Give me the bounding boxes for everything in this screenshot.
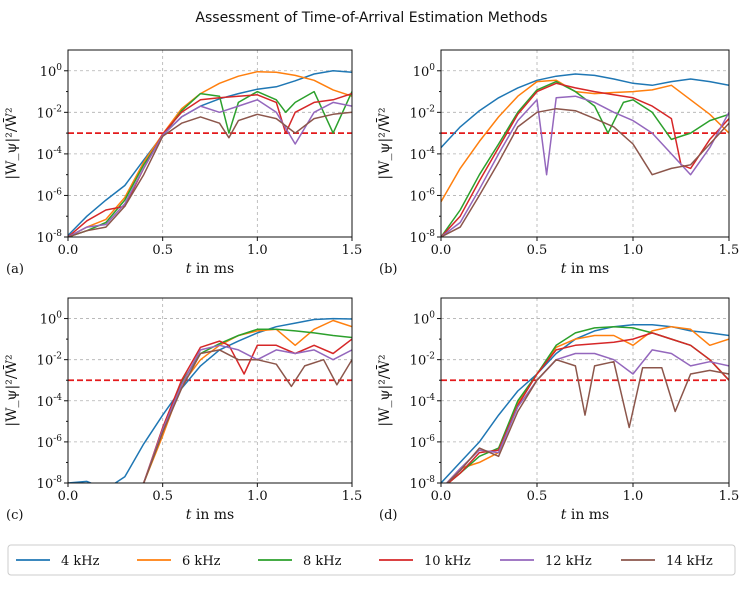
legend-label: 6 kHz xyxy=(182,554,221,569)
series-line-8-khz xyxy=(68,90,352,237)
series-line-12-khz xyxy=(445,349,729,483)
y-tick-label: 100 xyxy=(413,311,436,328)
x-tick-label: 0.5 xyxy=(527,489,548,504)
panel-1: 0.0 0.5 1.0 1.5 10-8 10-6 10-4 10-2 100 t in ms |W… xyxy=(2,49,363,277)
series-line-4-khz xyxy=(441,73,729,149)
x-tick-label: 1.5 xyxy=(342,243,363,258)
series-line-8-khz xyxy=(68,328,352,483)
y-tick-label: 10-2 xyxy=(37,352,62,369)
y-axis-label: |W_ψ|²/W̄² xyxy=(375,354,393,426)
series-line-4-khz xyxy=(441,323,729,483)
x-tick-label: 1.5 xyxy=(719,489,740,504)
x-tick-label: 1.5 xyxy=(342,489,363,504)
series-line-10-khz xyxy=(68,338,352,483)
y-tick-label: 10-8 xyxy=(37,229,63,246)
figure-title: Assessment of Time-of-Arrival Estimation… xyxy=(195,10,547,26)
y-tick-label: 10-4 xyxy=(410,393,436,410)
y-tick-label: 10-2 xyxy=(410,104,435,121)
y-tick-label: 100 xyxy=(40,63,63,80)
panel-label: (d) xyxy=(379,508,397,523)
y-axis-label: |W_ψ|²/W̄² xyxy=(2,354,20,426)
y-axis-label: |W_ψ|²/W̄² xyxy=(2,107,20,179)
axes-frame xyxy=(440,49,730,238)
series-line-12-khz xyxy=(441,95,729,237)
y-tick-label: 10-6 xyxy=(37,434,63,451)
series-line-14-khz xyxy=(446,358,729,483)
x-tick-label: 1.0 xyxy=(247,489,268,504)
series-line-4-khz xyxy=(68,317,352,483)
legend-frame xyxy=(7,544,736,576)
y-tick-label: 100 xyxy=(413,63,436,80)
legend-label: 10 kHz xyxy=(424,554,471,569)
x-tick-label: 1.0 xyxy=(623,243,644,258)
series-line-10-khz xyxy=(447,332,729,483)
series-line-6-khz xyxy=(68,70,352,237)
legend-label: 8 kHz xyxy=(303,554,342,569)
x-tick-label: 0.5 xyxy=(152,489,173,504)
x-tick-label: 0.0 xyxy=(58,243,79,258)
panel-2: 0.0 0.5 1.0 1.5 10-8 10-6 10-4 10-2 100 t in ms |W… xyxy=(375,49,740,277)
x-tick-label: 0.0 xyxy=(431,489,452,504)
series-group xyxy=(441,323,729,483)
y-tick-label: 10-8 xyxy=(410,475,436,492)
y-tick-label: 10-4 xyxy=(37,393,63,410)
series-line-14-khz xyxy=(68,111,352,237)
x-axis-label: t in ms xyxy=(186,261,235,277)
panel-label: (a) xyxy=(6,262,24,277)
series-line-6-khz xyxy=(68,319,352,483)
panel-3: 0.0 0.5 1.0 1.5 10-8 10-6 10-4 10-2 100 t in ms |W… xyxy=(2,297,363,523)
y-tick-label: 10-6 xyxy=(410,434,436,451)
panel-4: 0.0 0.5 1.0 1.5 10-8 10-6 10-4 10-2 100 t in ms |W… xyxy=(375,297,740,523)
series-line-6-khz xyxy=(441,79,729,203)
legend-label: 14 kHz xyxy=(666,554,713,569)
axes-frame xyxy=(67,49,353,238)
x-tick-label: 1.0 xyxy=(247,243,268,258)
series-line-12-khz xyxy=(68,344,352,483)
series-group xyxy=(441,73,729,237)
axes-frame xyxy=(67,297,353,484)
y-tick-label: 10-8 xyxy=(37,475,63,492)
panel-label: (b) xyxy=(379,262,397,277)
series-line-8-khz xyxy=(441,80,729,237)
x-axis-label: t in ms xyxy=(561,507,610,523)
y-tick-label: 100 xyxy=(40,311,63,328)
legend: 4 kHz 6 kHz 8 kHz 10 kHz 12 kHz 14 kHz xyxy=(7,544,736,576)
y-axis-label: |W_ψ|²/W̄² xyxy=(375,107,393,179)
series-line-12-khz xyxy=(68,99,352,237)
y-tick-label: 10-6 xyxy=(37,187,63,204)
y-tick-label: 10-4 xyxy=(37,146,63,163)
series-line-6-khz xyxy=(445,325,729,483)
x-tick-label: 0.0 xyxy=(431,243,452,258)
series-line-14-khz xyxy=(441,107,729,237)
panel-label: (c) xyxy=(6,508,23,523)
legend-label: 12 kHz xyxy=(545,554,592,569)
series-group xyxy=(68,317,352,483)
y-tick-label: 10-2 xyxy=(410,352,435,369)
series-line-14-khz xyxy=(68,349,352,483)
x-tick-label: 0.5 xyxy=(527,243,548,258)
series-line-8-khz xyxy=(447,325,729,483)
series-group xyxy=(68,70,352,237)
x-tick-label: 1.5 xyxy=(719,243,740,258)
x-tick-label: 0.5 xyxy=(152,243,173,258)
y-tick-label: 10-4 xyxy=(410,146,436,163)
panels: 0.0 0.5 1.0 1.5 10-8 10-6 10-4 10-2 100 t in ms |W… xyxy=(2,49,740,523)
y-tick-label: 10-2 xyxy=(37,104,62,121)
x-axis-label: t in ms xyxy=(561,261,610,277)
axes-frame xyxy=(440,297,730,484)
x-tick-label: 0.0 xyxy=(58,489,79,504)
y-tick-label: 10-8 xyxy=(410,229,436,246)
x-tick-label: 1.0 xyxy=(623,489,644,504)
y-tick-label: 10-6 xyxy=(410,187,436,204)
x-axis-label: t in ms xyxy=(186,507,235,523)
series-line-10-khz xyxy=(68,92,352,237)
series-line-10-khz xyxy=(441,82,729,237)
legend-label: 4 kHz xyxy=(61,554,100,569)
